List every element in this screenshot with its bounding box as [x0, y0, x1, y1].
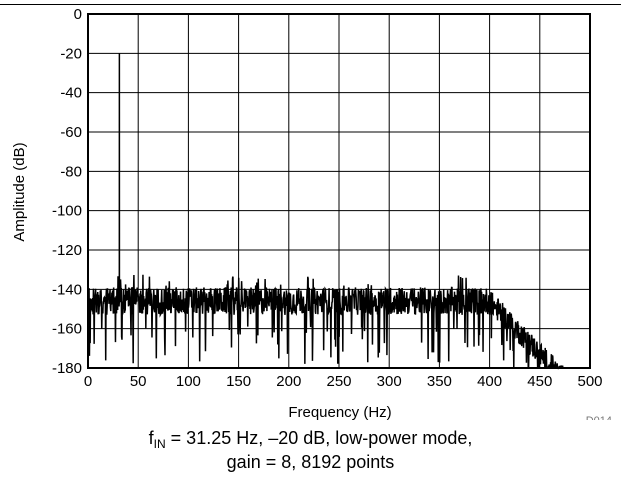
- x-axis-label: Frequency (Hz): [288, 404, 391, 420]
- x-tick-label: 400: [477, 373, 502, 390]
- y-tick-label: 0: [74, 6, 82, 23]
- top-rule: [0, 4, 621, 5]
- x-tick-label: 300: [377, 373, 402, 390]
- figure-id: D014: [586, 415, 612, 420]
- y-tick-label: -20: [60, 45, 82, 62]
- fft-spectrum-chart: 0 50 100 150 200 250 300 350 400 450 500 0 -20 -40 -60…: [11, 6, 612, 420]
- caption-f-symbol: f: [148, 428, 154, 448]
- x-tick-label: 500: [577, 373, 602, 390]
- y-tick-label: -80: [60, 163, 82, 180]
- caption-conditions: = 31.25 Hz, –20 dB, low-power mode,: [165, 428, 473, 448]
- caption-f-subscript: IN: [153, 437, 166, 451]
- x-tick-label: 0: [84, 373, 92, 390]
- spectrum-trace: [87, 53, 565, 370]
- y-tick-label: -140: [52, 281, 82, 298]
- x-tick-label: 50: [130, 373, 147, 390]
- y-tick-label: -180: [52, 360, 82, 377]
- plot-frame: [87, 13, 591, 369]
- y-tick-label: -40: [60, 85, 82, 102]
- x-tick-label: 250: [326, 373, 351, 390]
- y-tick-label: -160: [52, 321, 82, 338]
- x-tick-label: 450: [527, 373, 552, 390]
- y-tick-label: -100: [52, 203, 82, 220]
- spectrum-trace-group: [87, 53, 565, 370]
- caption-line-1: fIN = 31.25 Hz, –20 dB, low-power mode,: [0, 426, 621, 456]
- axis-ticks: 0 50 100 150 200 250 300 350 400 450 500 0 -20 -40 -60…: [52, 6, 603, 390]
- x-tick-label: 150: [226, 373, 251, 390]
- y-axis-label: Amplitude (dB): [11, 142, 28, 241]
- caption-line-2: gain = 8, 8192 points: [226, 452, 395, 472]
- x-tick-label: 100: [176, 373, 201, 390]
- x-tick-label: 350: [427, 373, 452, 390]
- y-tick-label: -120: [52, 242, 82, 259]
- y-tick-label: -60: [60, 124, 82, 141]
- x-tick-label: 200: [276, 373, 301, 390]
